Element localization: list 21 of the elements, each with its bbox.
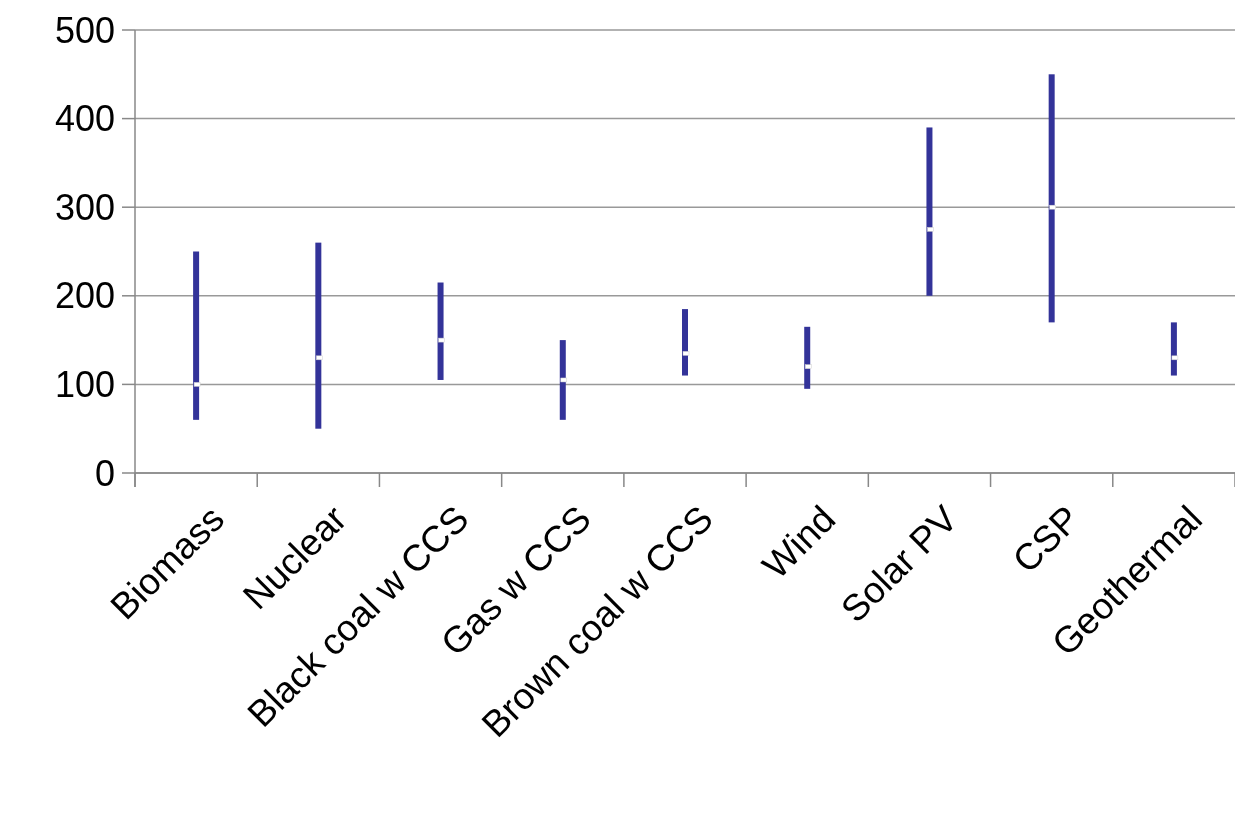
y-tick-label: 0 [94,452,115,494]
bar [1170,322,1177,376]
point [438,337,445,343]
bar [437,282,444,380]
bar [926,127,933,296]
y-tick-label: 500 [54,9,115,51]
bar [193,251,200,420]
point [316,355,323,361]
point [560,377,568,383]
bar [559,340,566,420]
bar [315,242,322,429]
bar [682,309,688,376]
bar [804,326,811,389]
y-tick-label: 300 [54,186,115,228]
point [1171,355,1179,361]
y-tick-label: 200 [54,275,115,317]
point [927,227,934,232]
y-tick-label: 400 [54,98,115,140]
bar [1048,74,1055,323]
y-tick-label: 100 [54,364,115,405]
point [1049,204,1056,210]
